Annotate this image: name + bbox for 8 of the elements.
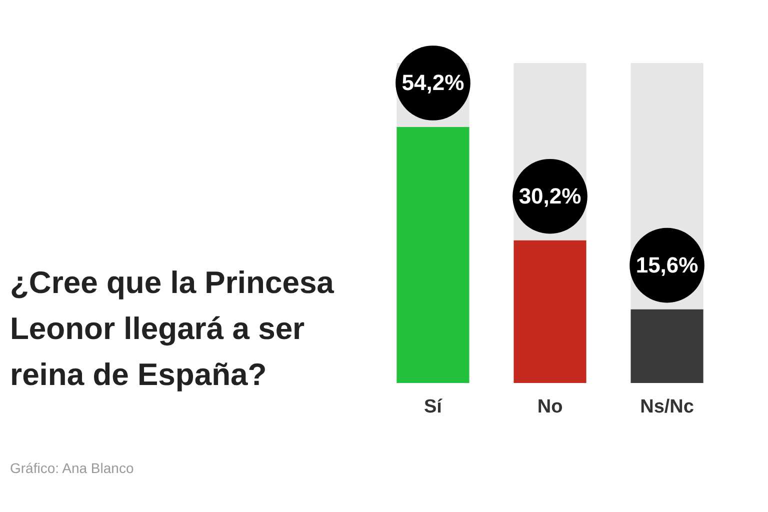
text: Gráfico: Ana Blanco — [10, 460, 134, 476]
x-tick-label: Ns/Nc — [640, 396, 694, 418]
x-tick-label: Sí — [424, 396, 443, 418]
data-label: 30,2% — [518, 183, 582, 208]
data-label: 54,2% — [402, 70, 464, 95]
x-tick-label: No — [537, 396, 563, 418]
data-label: 15,6% — [636, 252, 698, 278]
text: ¿Cree que la Princesa Leonor llegará a ser reina de España? — [10, 265, 335, 392]
